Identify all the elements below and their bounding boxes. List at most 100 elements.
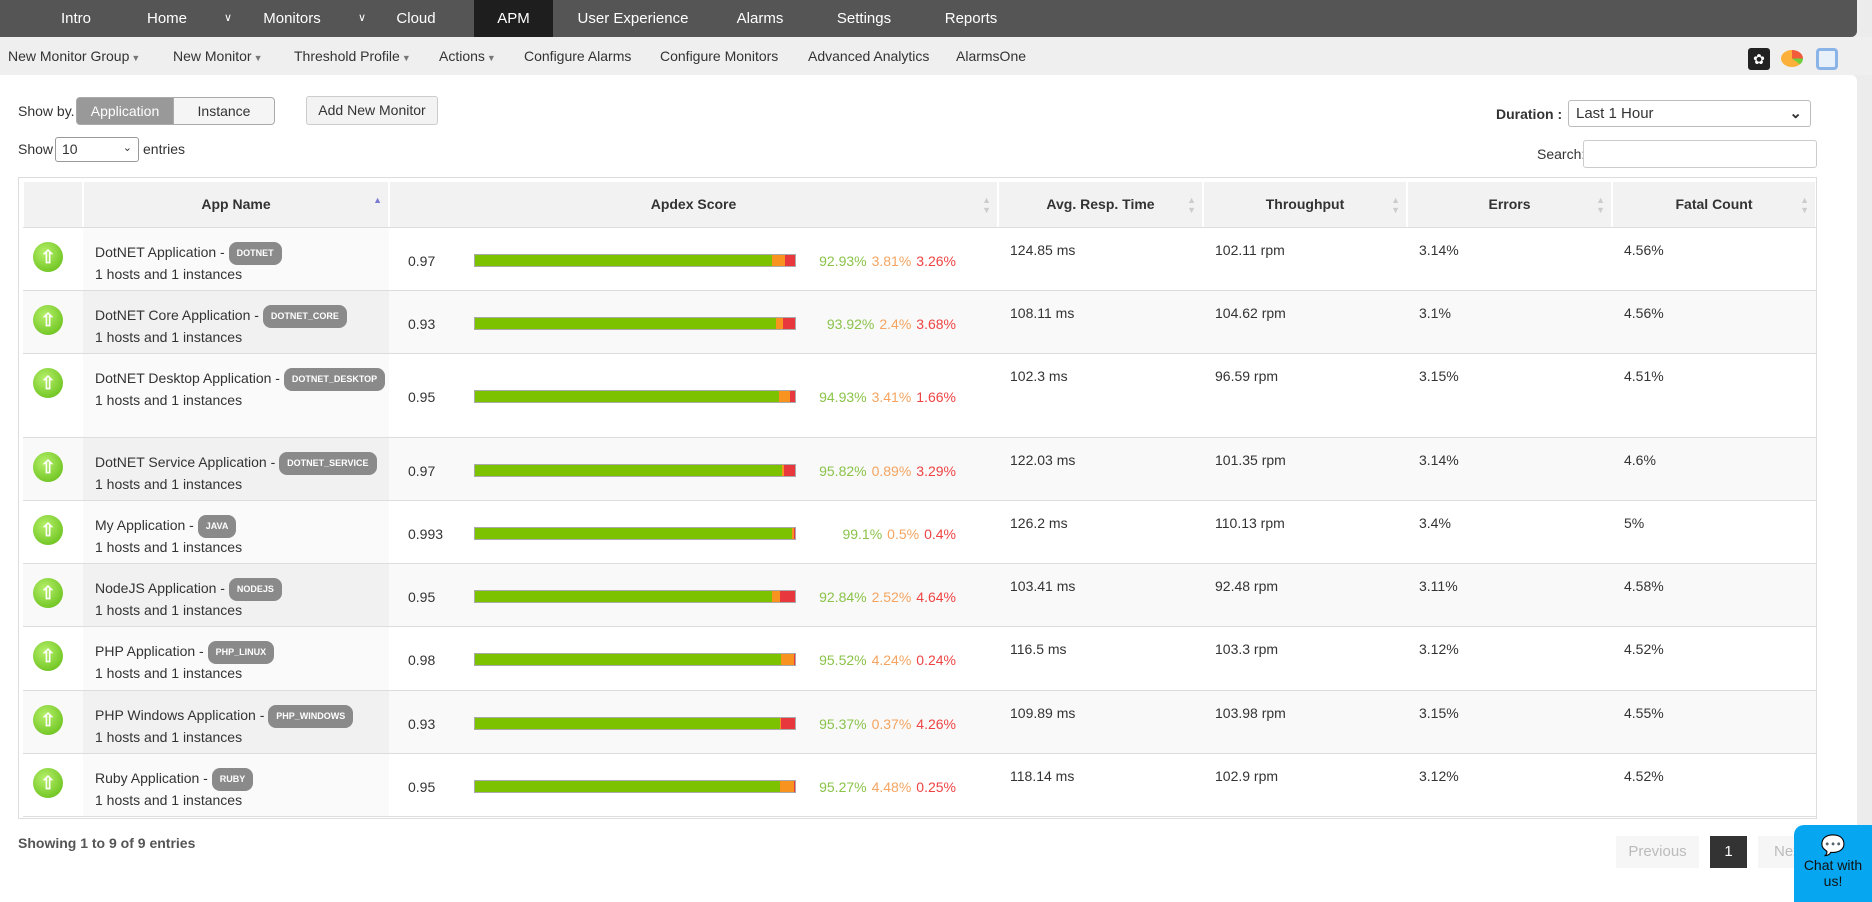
topnav-item-apm[interactable]: APM bbox=[474, 0, 553, 37]
shutter-icon[interactable]: ✿ bbox=[1748, 48, 1770, 70]
top-navigation: Intro Home Monitors Cloud APM User Experience… bbox=[0, 0, 1857, 37]
pie-chart-icon[interactable] bbox=[1781, 50, 1803, 67]
subnav-item-threshold-profile[interactable]: Threshold Profile ▼ bbox=[294, 48, 411, 64]
entries-label: entries bbox=[143, 141, 186, 157]
apdex-bar bbox=[474, 526, 796, 540]
sort-icon[interactable]: ▲ ▼ bbox=[1800, 195, 1809, 215]
header-label: Throughput bbox=[1265, 196, 1345, 212]
apdex-percentages: 94.93% 3.41% 1.66% bbox=[819, 389, 956, 405]
apdex-tolerating-segment bbox=[772, 590, 781, 602]
topnav-item-intro[interactable]: Intro bbox=[60, 10, 92, 27]
sub-navigation: New Monitor Group ▼ New Monitor ▼ Threshold … bbox=[0, 37, 1872, 75]
apdex-cell: 0.93 95.37% 0.37% 4.26% bbox=[389, 691, 998, 753]
sort-icon[interactable]: ▲ ▼ bbox=[982, 195, 991, 215]
topnav-item-alarms[interactable]: Alarms bbox=[736, 10, 784, 27]
status-cell: ⇧ bbox=[23, 627, 83, 690]
apdex-frustrated-percent: 4.26% bbox=[916, 715, 956, 732]
apdex-satisfied-segment bbox=[475, 527, 793, 539]
topnav-item-user-experience[interactable]: User Experience bbox=[577, 10, 689, 27]
app-name-link[interactable]: PHP Application - bbox=[95, 643, 208, 660]
column-header-apdex-score[interactable]: Apdex Score ▲ ▼ bbox=[390, 182, 997, 227]
duration-label: Duration : bbox=[1496, 106, 1563, 122]
column-header-app-name[interactable]: App Name ▲ bbox=[84, 182, 388, 227]
show-by-application[interactable]: Application bbox=[76, 97, 174, 125]
topnav-item-home[interactable]: Home bbox=[146, 10, 188, 27]
avg-response-time-cell: 118.14 ms bbox=[1010, 768, 1075, 784]
app-name-cell: DotNET Desktop Application - DOTNET_DESK… bbox=[83, 354, 389, 437]
subnav-label: Configure Monitors bbox=[660, 48, 779, 64]
apdex-frustrated-percent: 3.68% bbox=[916, 315, 956, 332]
show-by-instance[interactable]: Instance bbox=[173, 97, 275, 125]
status-up-icon[interactable]: ⇧ bbox=[33, 578, 63, 608]
previous-button[interactable]: Previous bbox=[1616, 836, 1699, 868]
avg-response-time-cell: 122.03 ms bbox=[1010, 452, 1076, 468]
subnav-item-new-monitor-group[interactable]: New Monitor Group ▼ bbox=[8, 48, 140, 64]
status-up-icon[interactable]: ⇧ bbox=[33, 705, 63, 735]
apdex-frustrated-segment bbox=[780, 590, 795, 602]
topnav-item-cloud[interactable]: Cloud bbox=[396, 10, 436, 27]
page-1-button[interactable]: 1 bbox=[1710, 836, 1747, 868]
entries-select[interactable]: 10 ⌄ bbox=[55, 137, 139, 162]
app-name-link[interactable]: PHP Windows Application - bbox=[95, 707, 269, 724]
subnav-item-configure-monitors[interactable]: Configure Monitors bbox=[660, 48, 778, 64]
sort-ascending-icon[interactable]: ▲ bbox=[373, 195, 382, 205]
sort-icon[interactable]: ▲ ▼ bbox=[1596, 195, 1605, 215]
throughput-cell: 102.9 rpm bbox=[1215, 768, 1279, 784]
chat-widget[interactable]: 💬 Chat with us! bbox=[1794, 825, 1872, 902]
hosts-instances: 1 hosts and 1 instances bbox=[95, 266, 243, 282]
app-name-cell: My Application - JAVA 1 hosts and 1 insta… bbox=[83, 501, 389, 563]
subnav-item-actions[interactable]: Actions ▼ bbox=[439, 48, 496, 64]
app-name-link[interactable]: My Application - bbox=[95, 517, 198, 534]
status-up-icon[interactable]: ⇧ bbox=[33, 242, 63, 272]
duration-select[interactable]: Last 1 Hour ⌄ bbox=[1568, 100, 1811, 127]
apdex-tolerating-segment bbox=[779, 780, 795, 792]
app-name-link[interactable]: NodeJS Application - bbox=[95, 580, 229, 597]
column-header-fatal-count[interactable]: Fatal Count ▲ ▼ bbox=[1613, 182, 1815, 227]
column-header-errors[interactable]: Errors ▲ ▼ bbox=[1408, 182, 1611, 227]
app-name-link[interactable]: DotNET Application - bbox=[95, 244, 229, 261]
column-header-avg-resp-time[interactable]: Avg. Resp. Time ▲ ▼ bbox=[999, 182, 1202, 227]
hosts-instances: 1 hosts and 1 instances bbox=[95, 392, 243, 408]
topnav-item-reports[interactable]: Reports bbox=[944, 10, 998, 27]
apdex-satisfied-segment bbox=[475, 391, 779, 402]
fatal-count-cell: 4.52% bbox=[1624, 641, 1664, 657]
app-name-link[interactable]: DotNET Service Application - bbox=[95, 454, 280, 471]
status-up-icon[interactable]: ⇧ bbox=[33, 305, 63, 335]
subnav-item-configure-alarms[interactable]: Configure Alarms bbox=[524, 48, 631, 64]
table-row: ⇧ PHP Windows Application - PHP_WINDOWS 1 … bbox=[23, 690, 1816, 753]
subnav-item-advanced-analytics[interactable]: Advanced Analytics bbox=[808, 48, 929, 64]
sort-icon[interactable]: ▲ ▼ bbox=[1187, 195, 1196, 215]
column-header-throughput[interactable]: Throughput ▲ ▼ bbox=[1204, 182, 1406, 227]
app-name-link[interactable]: DotNET Desktop Application - bbox=[95, 370, 284, 387]
status-up-icon[interactable]: ⇧ bbox=[33, 641, 63, 671]
throughput-cell: 103.98 rpm bbox=[1215, 705, 1286, 721]
app-name-link[interactable]: Ruby Application - bbox=[95, 770, 212, 787]
apdex-tolerating-segment bbox=[781, 464, 785, 476]
topnav-item-settings[interactable]: Settings bbox=[836, 10, 892, 27]
status-up-icon[interactable]: ⇧ bbox=[33, 368, 63, 398]
apdex-tolerating-percent: 0.89% bbox=[871, 462, 912, 479]
apdex-satisfied-segment bbox=[475, 717, 781, 729]
subnav-item-alarmsone[interactable]: AlarmsOne bbox=[956, 48, 1026, 64]
subnav-item-new-monitor[interactable]: New Monitor ▼ bbox=[173, 48, 263, 64]
add-new-monitor-button[interactable]: Add New Monitor bbox=[306, 96, 438, 125]
duration-value: Last 1 Hour bbox=[1576, 105, 1654, 122]
chevron-down-icon[interactable]: ∨ bbox=[358, 12, 367, 24]
status-up-icon[interactable]: ⇧ bbox=[33, 768, 63, 798]
status-cell: ⇧ bbox=[23, 354, 83, 437]
topnav-item-monitors[interactable]: Monitors bbox=[263, 10, 321, 27]
status-up-icon[interactable]: ⇧ bbox=[33, 452, 63, 482]
apdex-bar bbox=[474, 779, 796, 793]
app-name-cell: NodeJS Application - NODEJS 1 hosts and 1… bbox=[83, 564, 389, 626]
apdex-satisfied-percent: 95.27% bbox=[819, 778, 867, 795]
status-cell: ⇧ bbox=[23, 438, 83, 500]
status-up-icon[interactable]: ⇧ bbox=[33, 515, 63, 545]
sort-icon[interactable]: ▲ ▼ bbox=[1391, 195, 1400, 215]
chevron-down-icon[interactable]: ∨ bbox=[224, 12, 233, 24]
table-row: ⇧ NodeJS Application - NODEJS 1 hosts and … bbox=[23, 563, 1816, 626]
printer-icon[interactable] bbox=[1816, 48, 1838, 70]
errors-cell: 3.14% bbox=[1419, 242, 1459, 258]
search-input[interactable] bbox=[1583, 140, 1817, 168]
avg-response-time-cell: 108.11 ms bbox=[1010, 305, 1075, 321]
app-name-link[interactable]: DotNET Core Application - bbox=[95, 307, 263, 324]
